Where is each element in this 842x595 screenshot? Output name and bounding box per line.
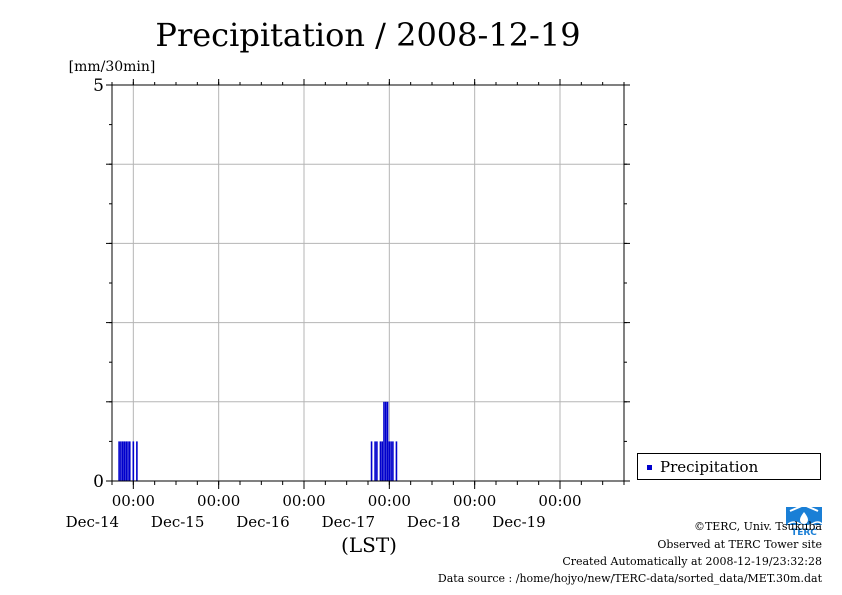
precipitation-bar (127, 441, 129, 481)
x-tick-labels: 00:00 Dec-14 00:00 Dec-15 00:00 Dec-16 00:00 De… (66, 492, 582, 531)
precipitation-bar (381, 441, 384, 481)
precipitation-bar (376, 441, 378, 481)
x-tick-date-label: Dec-15 (151, 513, 204, 531)
logo-text: TERC (791, 528, 817, 537)
x-axis-label: (LST) (341, 533, 397, 557)
y-tick-label: 0 (93, 472, 104, 492)
y-tick-labels: 05 (93, 76, 104, 492)
precipitation-bar (370, 441, 373, 481)
legend: Precipitation (637, 453, 821, 480)
x-tick-time-label: 00:00 (282, 492, 325, 510)
x-tick-time-label: 00:00 (368, 492, 411, 510)
precipitation-bar (388, 441, 391, 481)
axis-ticks (106, 79, 630, 489)
x-tick-date-label: Dec-18 (407, 513, 460, 531)
terc-logo: TERC (784, 503, 824, 538)
x-tick-time-label: 00:00 (453, 492, 496, 510)
precipitation-bar (123, 441, 126, 481)
precipitation-bar (379, 441, 382, 481)
precipitation-bar (390, 441, 392, 481)
footer-source: Data source : /home/hojyo/new/TERC-data/… (437, 572, 822, 585)
y-axis-label: [mm/30min] (69, 59, 156, 75)
x-tick-time-label: 00:00 (112, 492, 155, 510)
precipitation-bar (132, 441, 135, 481)
precipitation-bar (383, 401, 385, 481)
legend-swatch-precipitation (647, 465, 652, 470)
footer-copyright: ©TERC, Univ. Tsukuba (693, 520, 822, 533)
y-tick-label: 5 (93, 76, 104, 96)
grid-lines (112, 85, 624, 481)
x-tick-date-label: Dec-19 (492, 513, 545, 531)
precipitation-bar (120, 441, 122, 481)
precipitation-bar (386, 401, 389, 481)
x-tick-date-label: Dec-17 (322, 513, 375, 531)
precipitation-bar (118, 441, 120, 481)
chart-title: Precipitation / 2008-12-19 (155, 16, 580, 54)
plot-frame (111, 84, 625, 482)
precipitation-bar (374, 441, 376, 481)
footer-observed: Observed at TERC Tower site (657, 538, 822, 551)
x-tick-date-label: Dec-16 (236, 513, 289, 531)
precipitation-bar (136, 441, 138, 481)
legend-label-precipitation: Precipitation (660, 458, 759, 476)
precipitation-bars (118, 401, 398, 481)
x-tick-time-label: 00:00 (197, 492, 240, 510)
x-tick-time-label: 00:00 (538, 492, 581, 510)
precipitation-bar (392, 441, 394, 481)
precipitation-bar (125, 441, 128, 481)
precipitation-bar (121, 441, 124, 481)
precipitation-bar (384, 401, 387, 481)
precipitation-bar (395, 441, 398, 481)
footer-created: Created Automatically at 2008-12-19/23:3… (562, 555, 822, 568)
x-tick-date-label: Dec-14 (66, 513, 119, 531)
precipitation-bar (128, 441, 131, 481)
